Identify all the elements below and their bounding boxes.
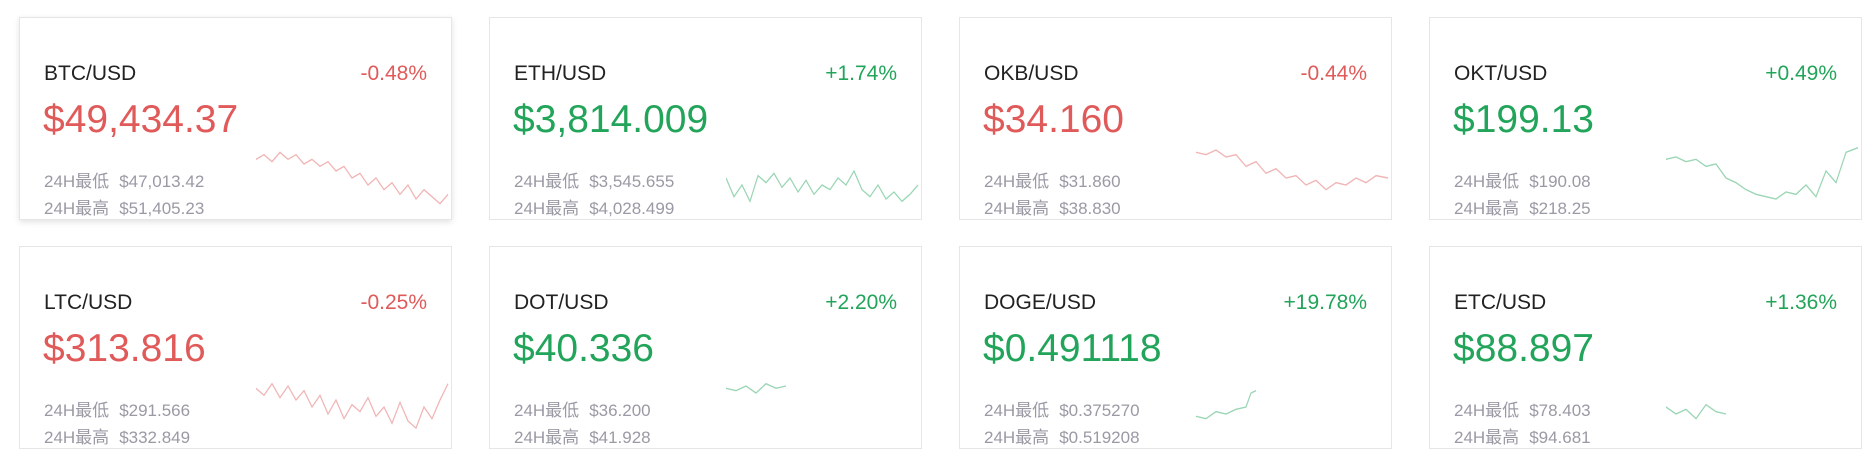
sparkline-path <box>1666 147 1859 200</box>
sparkline <box>1196 390 1257 420</box>
price: $34.160 <box>983 98 1124 141</box>
pair-name: OKB/USD <box>984 62 1079 85</box>
pair-name: DOGE/USD <box>984 291 1097 314</box>
sparkline <box>1196 149 1389 191</box>
high-row: 24H最高 $4,028.499 <box>514 194 674 219</box>
high-value: $94.681 <box>1529 428 1591 447</box>
low-value: $291.566 <box>119 401 191 420</box>
sparkline <box>1666 147 1859 200</box>
change-percent: -0.44% <box>1300 62 1367 85</box>
price: $313.816 <box>43 327 206 370</box>
low-row: 24H最低 $36.200 <box>514 396 651 421</box>
low-row: 24H最低 $47,013.42 <box>44 167 204 192</box>
high-label: 24H最高 <box>44 199 110 218</box>
ticker-card: ETH/USD +1.74% $3,814.009 24H最低 $3,545.655 24… <box>489 17 922 220</box>
pair-name: BTC/USD <box>44 62 137 85</box>
sparkline <box>256 151 449 205</box>
low-label: 24H最低 <box>984 401 1050 420</box>
low-label: 24H最低 <box>514 172 580 191</box>
sparkline-path <box>256 382 449 430</box>
pair-name: DOT/USD <box>514 291 609 314</box>
low-value: $0.375270 <box>1059 401 1140 420</box>
high-value: $332.849 <box>119 428 191 447</box>
high-row: 24H最高 $218.25 <box>1454 194 1591 219</box>
low-value: $190.08 <box>1529 172 1591 191</box>
ticker-card: LTC/USD -0.25% $313.816 24H最低 $291.566 24H最高 $… <box>19 246 452 449</box>
low-label: 24H最低 <box>1454 172 1520 191</box>
high-label: 24H最高 <box>1454 428 1520 447</box>
sparkline-path <box>1196 390 1257 420</box>
ticker-card: DOGE/USD +19.78% $0.491118 24H最低 $0.375270 24… <box>959 246 1392 449</box>
low-label: 24H最低 <box>1454 401 1520 420</box>
sparkline-path <box>726 382 787 394</box>
low-value: $47,013.42 <box>119 172 205 191</box>
high-row: 24H最高 $41.928 <box>514 423 651 448</box>
low-row: 24H最低 $190.08 <box>1454 167 1591 192</box>
high-row: 24H最高 $332.849 <box>44 423 190 448</box>
high-row: 24H最高 $94.681 <box>1454 423 1591 448</box>
low-value: $31.860 <box>1059 172 1121 191</box>
sparkline <box>1666 403 1727 420</box>
high-row: 24H最高 $51,405.23 <box>44 194 204 219</box>
price: $49,434.37 <box>43 98 239 141</box>
sparkline <box>726 382 787 394</box>
change-percent: +2.20% <box>825 291 897 314</box>
pair-name: ETH/USD <box>514 62 607 85</box>
low-row: 24H最低 $3,545.655 <box>514 167 674 192</box>
high-value: $41.928 <box>589 428 651 447</box>
ticker-card: BTC/USD -0.48% $49,434.37 24H最低 $47,013.42 24… <box>19 17 452 220</box>
sparkline-path <box>1666 403 1727 420</box>
sparkline-path <box>256 151 449 205</box>
low-label: 24H最低 <box>984 172 1050 191</box>
change-percent: +0.49% <box>1765 62 1837 85</box>
low-value: $3,545.655 <box>589 172 675 191</box>
high-value: $51,405.23 <box>119 199 205 218</box>
high-label: 24H最高 <box>514 428 580 447</box>
high-label: 24H最高 <box>984 428 1050 447</box>
high-value: $0.519208 <box>1059 428 1140 447</box>
high-row: 24H最高 $0.519208 <box>984 423 1140 448</box>
pair-name: LTC/USD <box>44 291 133 314</box>
price: $0.491118 <box>983 327 1162 370</box>
ticker-card: DOT/USD +2.20% $40.336 24H最低 $36.200 24H最高 $41… <box>489 246 922 449</box>
sparkline-path <box>726 169 919 203</box>
high-value: $218.25 <box>1529 199 1591 218</box>
change-percent: +1.36% <box>1765 291 1837 314</box>
ticker-card: ETC/USD +1.36% $88.897 24H最低 $78.403 24H最高 $94… <box>1429 246 1862 449</box>
sparkline <box>726 169 919 203</box>
price: $88.897 <box>1453 327 1594 370</box>
high-label: 24H最高 <box>984 199 1050 218</box>
change-percent: +19.78% <box>1283 291 1368 314</box>
low-value: $78.403 <box>1529 401 1591 420</box>
high-label: 24H最高 <box>514 199 580 218</box>
high-value: $38.830 <box>1059 199 1121 218</box>
low-label: 24H最低 <box>44 172 110 191</box>
high-value: $4,028.499 <box>589 199 675 218</box>
change-percent: -0.48% <box>360 62 427 85</box>
low-value: $36.200 <box>589 401 651 420</box>
low-label: 24H最低 <box>44 401 110 420</box>
low-label: 24H最低 <box>514 401 580 420</box>
price: $199.13 <box>1453 98 1594 141</box>
ticker-card: OKB/USD -0.44% $34.160 24H最低 $31.860 24H最高 $38… <box>959 17 1392 220</box>
change-percent: -0.25% <box>360 291 427 314</box>
high-label: 24H最高 <box>1454 199 1520 218</box>
sparkline <box>256 382 449 430</box>
low-row: 24H最低 $0.375270 <box>984 396 1140 421</box>
pair-name: ETC/USD <box>1454 291 1547 314</box>
pair-name: OKT/USD <box>1454 62 1548 85</box>
high-label: 24H最高 <box>44 428 110 447</box>
price: $3,814.009 <box>513 98 709 141</box>
ticker-card: OKT/USD +0.49% $199.13 24H最低 $190.08 24H最高 $21… <box>1429 17 1862 220</box>
high-row: 24H最高 $38.830 <box>984 194 1121 219</box>
sparkline-path <box>1196 149 1389 191</box>
low-row: 24H最低 $291.566 <box>44 396 190 421</box>
change-percent: +1.74% <box>825 62 897 85</box>
price: $40.336 <box>513 327 654 370</box>
low-row: 24H最低 $31.860 <box>984 167 1121 192</box>
low-row: 24H最低 $78.403 <box>1454 396 1591 421</box>
